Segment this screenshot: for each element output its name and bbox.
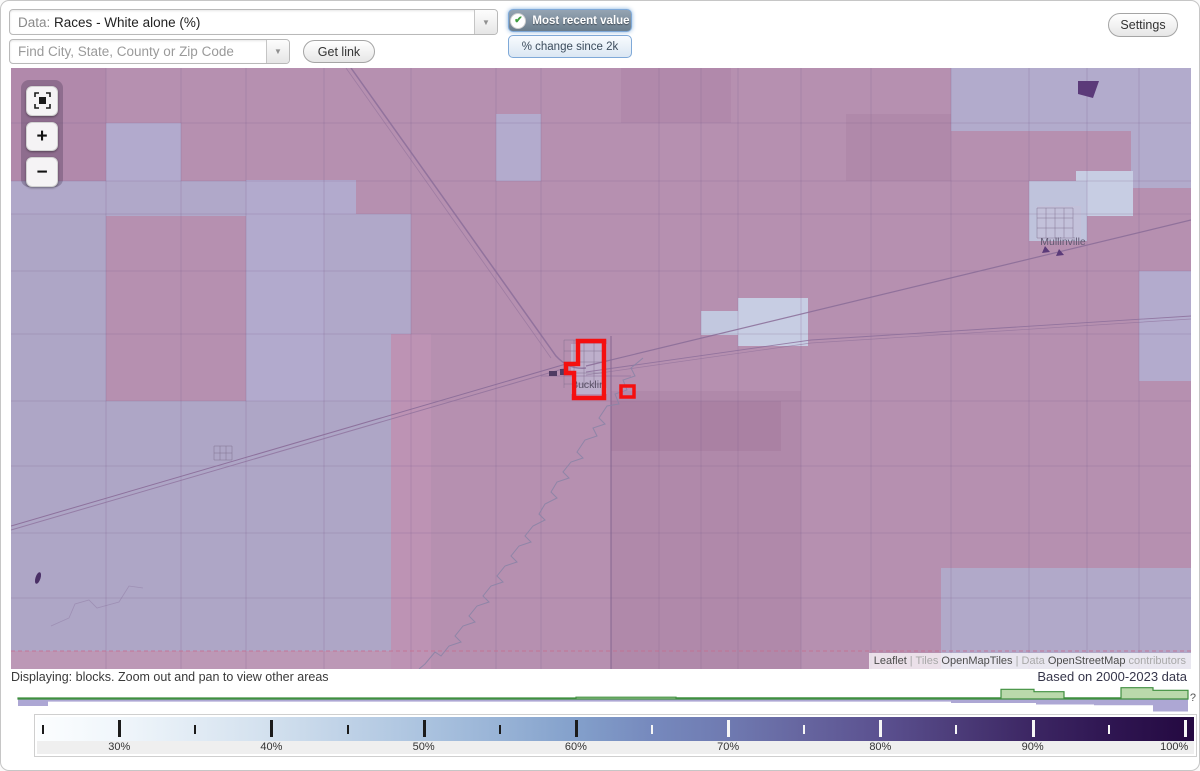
legend-minor-tick <box>1107 725 1110 734</box>
legend-minor-tick <box>194 725 197 734</box>
census-block-regions <box>11 68 1191 669</box>
data-metric-prefix: Data: <box>18 14 51 30</box>
legend-tick-label: 30% <box>108 741 131 753</box>
legend-minor-tick <box>803 725 806 734</box>
attribution-link[interactable]: Leaflet <box>873 655 907 667</box>
legend-tick-label: 40% <box>260 741 283 753</box>
hist-purple-series <box>18 699 1188 712</box>
map-marker-shape <box>1078 81 1099 98</box>
legend-tick-label: 70% <box>717 741 740 753</box>
attribution-link[interactable]: OpenMapTiles <box>941 655 1013 667</box>
mullinville-street-grid <box>1036 207 1074 256</box>
data-metric-value: Data: Races - White alone (%) <box>10 15 474 30</box>
data-metric-select[interactable]: Data: Races - White alone (%) ▼ <box>9 9 498 35</box>
choropleth-map[interactable]: Bucklin Mullinville <box>11 68 1191 669</box>
selected-blocks-highlight <box>563 338 636 401</box>
value-distribution-histogram <box>17 687 1189 712</box>
settings-button[interactable]: Settings <box>1108 13 1178 37</box>
legend-tick-label: 90% <box>1021 741 1044 753</box>
map-zoom-controls: + − <box>21 80 63 188</box>
parcel-grid-lines <box>11 68 1191 669</box>
data-metric-dropdown-button[interactable]: ▼ <box>474 10 497 34</box>
location-search-combo[interactable]: Find City, State, County or Zip Code ▼ <box>9 39 290 64</box>
legend-major-tick <box>422 720 426 737</box>
attribution-text: Tiles <box>915 655 942 667</box>
displaying-status-text: Displaying: blocks. Zoom out and pan to … <box>11 670 329 684</box>
get-link-button[interactable]: Get link <box>303 40 375 63</box>
most-recent-value-label: Most recent value <box>532 14 630 27</box>
legend-major-tick <box>727 720 731 737</box>
percent-change-toggle[interactable]: % change since 2k <box>508 35 632 58</box>
data-range-text: Based on 2000-2023 data <box>1037 669 1187 684</box>
legend-minor-tick <box>42 725 45 734</box>
chevron-down-icon: ▼ <box>274 47 282 56</box>
attribution-link[interactable]: OpenStreetMap <box>1047 655 1126 667</box>
boundary-lines <box>11 336 1191 669</box>
attribution-text: contributors <box>1125 655 1186 667</box>
attribution-text: Data <box>1021 655 1048 667</box>
town-label-mullinville: Mullinville <box>1040 236 1086 248</box>
legend-minor-tick <box>955 725 958 734</box>
legend-color-scale: 30% 40% 50% 60% 70% 80% 90% 100% <box>34 714 1197 757</box>
legend-tick-label: 80% <box>869 741 892 753</box>
creek-line <box>418 357 644 669</box>
legend-major-tick <box>1031 720 1035 737</box>
map-attribution: Leaflet | Tiles OpenMapTiles | Data Open… <box>868 653 1191 669</box>
legend-labels: 30% 40% 50% 60% 70% 80% 90% 100% <box>37 741 1194 754</box>
legend-minor-tick <box>346 725 349 734</box>
zoom-out-button[interactable]: − <box>26 157 58 188</box>
data-metric-text: Races - White alone (%) <box>54 14 201 30</box>
attribution-text: | <box>906 655 916 667</box>
legend-major-tick <box>118 720 122 737</box>
map-viewport[interactable]: Bucklin Mullinville + − Leaflet | Tiles … <box>11 68 1191 669</box>
legend-minor-tick <box>651 725 654 734</box>
legend-tick-label: 60% <box>564 741 587 753</box>
most-recent-value-toggle[interactable]: ✔ Most recent value <box>508 9 632 32</box>
hist-green-series <box>17 687 1189 700</box>
legend-major-tick <box>270 720 274 737</box>
histogram-help-link[interactable]: ? <box>1189 692 1196 704</box>
fit-map-button[interactable] <box>26 86 58 116</box>
highway-lines <box>11 68 1191 531</box>
attribution-text: | <box>1012 655 1022 667</box>
town-label-bucklin: Bucklin <box>571 379 605 391</box>
legend-minor-tick <box>498 725 501 734</box>
small-settlement-grid <box>34 445 233 584</box>
check-icon: ✔ <box>510 12 527 29</box>
percent-change-label: % change since 2k <box>521 40 619 53</box>
fullscreen-icon <box>33 92 51 110</box>
legend-major-tick <box>1183 720 1187 737</box>
location-search-dropdown-button[interactable]: ▼ <box>266 40 289 63</box>
zoom-in-button[interactable]: + <box>26 121 58 152</box>
chevron-down-icon: ▼ <box>482 17 490 27</box>
legend-major-tick <box>574 720 578 737</box>
legend-tick-label: 100% <box>1160 741 1189 753</box>
location-search-input[interactable]: Find City, State, County or Zip Code <box>18 44 234 59</box>
legend-major-tick <box>879 720 883 737</box>
legend-tick-label: 50% <box>412 741 435 753</box>
legend-gradient <box>37 717 1194 741</box>
